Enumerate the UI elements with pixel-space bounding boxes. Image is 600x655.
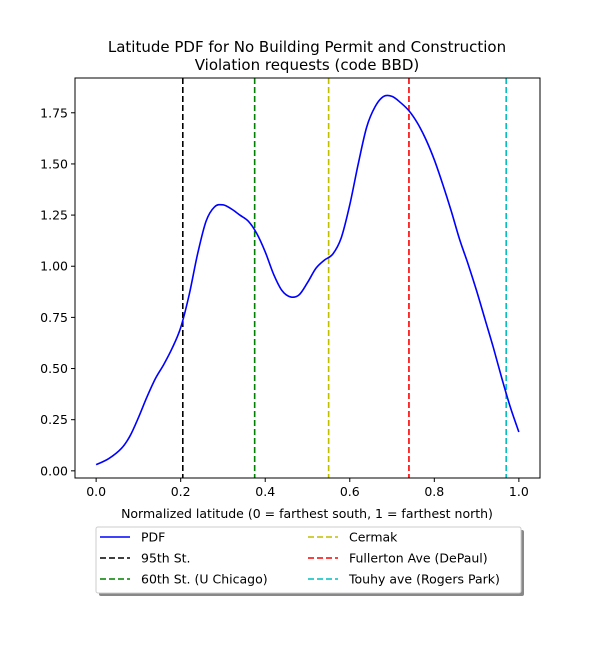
y-tick-label: 1.50: [40, 156, 68, 171]
chart-title-line-1: Latitude PDF for No Building Permit and …: [108, 38, 506, 56]
legend-label-2: 95th St.: [141, 551, 191, 566]
x-axis-label: Normalized latitude (0 = farthest south,…: [121, 506, 493, 521]
x-tick-label: 0.2: [171, 484, 191, 499]
plot-area: 0.0 0.2 0.4 0.6 0.8 1.0 0.00 0.25 0.50 0.75 1.00 1.…: [40, 77, 541, 499]
y-tick-label: 0.75: [40, 310, 68, 325]
y-tick-label: 1.00: [40, 259, 68, 274]
pdf-series-line-1: [95, 94, 520, 466]
chart-title: Latitude PDF for No Building Permit and …: [108, 38, 506, 74]
legend-label-1: PDF: [141, 530, 165, 545]
x-tick-label: 0.6: [340, 484, 360, 499]
legend-label-6: Touhy ave (Rogers Park): [348, 572, 500, 587]
legend-label-4: Cermak: [349, 530, 398, 545]
x-tick-label: 0.0: [86, 484, 106, 499]
legend-label-3: 60th St. (U Chicago): [141, 572, 268, 587]
y-tick-label: 0.25: [40, 412, 68, 427]
y-tick-label: 1.75: [40, 105, 68, 120]
legend-box: [95, 526, 522, 594]
y-tick-label: 0.50: [40, 361, 68, 376]
chart-title-line-2: Violation requests (code BBD): [195, 56, 420, 74]
y-tick-label: 1.25: [40, 208, 68, 223]
y-tick-label: 0.00: [40, 463, 68, 478]
x-tick-label: 0.4: [255, 484, 275, 499]
legend: PDF 95th St. 60th St. (U Chicago) Cermak Ful…: [95, 526, 524, 596]
x-tick-label: 0.8: [424, 484, 444, 499]
legend-label-5: Fullerton Ave (DePaul): [349, 551, 488, 566]
plot-frame: [74, 77, 541, 479]
x-tick-label: 1.0: [509, 484, 529, 499]
